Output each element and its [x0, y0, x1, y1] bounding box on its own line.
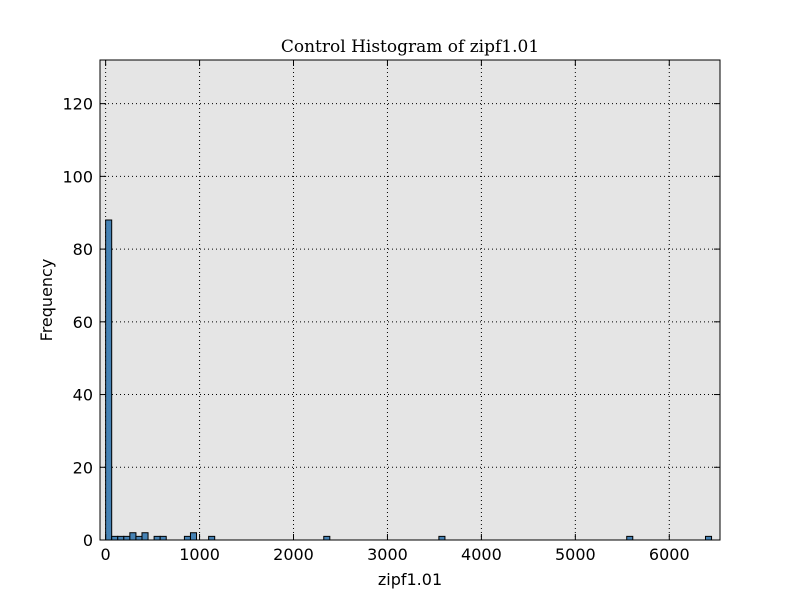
histogram-bar	[123, 535, 131, 541]
histogram-bar	[135, 535, 143, 541]
y-tick-label: 40	[73, 386, 93, 405]
plot-background	[100, 60, 720, 540]
y-tick-label: 20	[73, 458, 93, 477]
histogram-bar	[704, 535, 713, 541]
histogram-bar	[129, 532, 137, 541]
histogram-bar	[159, 535, 167, 541]
histogram-bar	[105, 219, 113, 541]
x-tick-label: 6000	[649, 545, 690, 564]
y-tick-label: 0	[83, 531, 93, 550]
histogram-bar	[626, 535, 634, 541]
histogram-bar	[323, 535, 331, 541]
histogram-bar	[183, 535, 191, 541]
histogram-bar	[111, 535, 119, 541]
x-tick-label: 3000	[367, 545, 408, 564]
grid-lines	[100, 60, 720, 541]
plot-frame	[99, 59, 721, 541]
x-tick-label: 4000	[461, 545, 502, 564]
x-tick-label: 0	[101, 545, 111, 564]
histogram-bar	[189, 532, 198, 541]
axis-ticks: 0 1000 2000 3000 4000 5000 6000 0 20 40 60 80 100 120	[62, 60, 720, 564]
chart-title: Control Histogram of zipf1.01	[281, 37, 539, 57]
x-axis-label: zipf1.01	[378, 570, 442, 589]
histogram-bar	[141, 532, 149, 541]
y-axis-label: Frequency	[37, 259, 56, 342]
histogram-bar	[208, 535, 216, 541]
histogram-bar	[117, 535, 125, 541]
histogram-bar	[153, 535, 161, 541]
x-tick-label: 1000	[179, 545, 220, 564]
y-tick-label: 60	[73, 313, 93, 332]
y-tick-label: 100	[62, 167, 93, 186]
x-tick-label: 5000	[555, 545, 596, 564]
y-tick-label: 120	[62, 95, 93, 114]
y-tick-label: 80	[73, 240, 93, 259]
histogram-bar	[438, 535, 446, 541]
x-tick-label: 2000	[273, 545, 314, 564]
